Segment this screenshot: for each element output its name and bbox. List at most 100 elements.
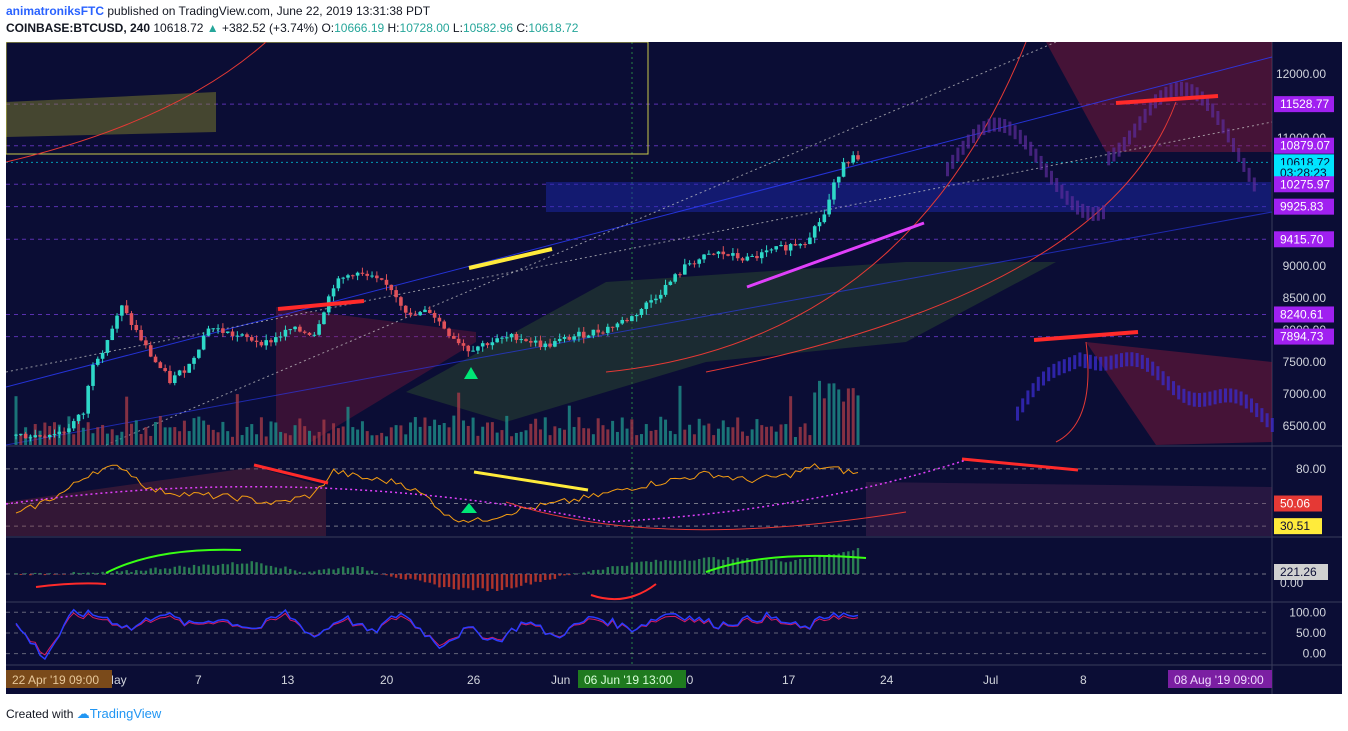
volume-bar [115, 435, 119, 445]
date-label-text: 08 Aug '19 09:00 [1174, 673, 1264, 687]
volume-bar [341, 426, 345, 445]
stoch-tick-label: 50.00 [1296, 626, 1326, 640]
candle-body [187, 363, 192, 373]
volume-bar [572, 426, 576, 445]
macd-hist-bar [529, 574, 533, 585]
candle-body [182, 370, 187, 373]
candle-body [52, 434, 57, 436]
candle-body [139, 329, 143, 341]
macd-hist-bar [188, 567, 191, 574]
macd-hist-bar [135, 570, 138, 574]
volume-bar [688, 424, 692, 445]
macd-hist-bar [746, 558, 749, 574]
candle-body [211, 328, 216, 330]
volume-bar [125, 396, 129, 445]
price-tick-label: 7000.00 [1283, 387, 1327, 401]
macd-hist-bar [592, 570, 595, 574]
time-tick-label: Jul [983, 673, 998, 687]
volume-bar [630, 419, 634, 445]
volume-bar [495, 432, 499, 445]
volume-bar [433, 419, 437, 445]
time-axis[interactable]: May 7 13 20 26 Jun 10 17 24 Jul 822 Apr '19 09:00 0… [6, 670, 1272, 688]
projected-candle [1138, 116, 1142, 131]
price-tick-label: 6500.00 [1283, 419, 1327, 433]
projected-candle [1260, 408, 1264, 423]
volume-bar [529, 423, 533, 445]
macd-hist-bar [669, 560, 672, 574]
projected-candle [1047, 367, 1051, 382]
price-tick-label: 9000.00 [1283, 259, 1327, 273]
candle-body [808, 237, 812, 245]
candle-body [269, 340, 273, 343]
macd-hist-bar [558, 574, 561, 576]
candle-body [827, 199, 831, 215]
macd-hist-bar [404, 574, 407, 580]
price-axis[interactable]: 12000.0011000.009000.008500.008000.00750… [1274, 67, 1334, 661]
macd-hist-bar [19, 574, 23, 575]
volume-bar [577, 417, 581, 445]
macd-hist-bar [298, 571, 302, 574]
macd-hist-bar [394, 574, 398, 578]
candle-body [490, 342, 495, 346]
candle-body [105, 340, 110, 353]
candle-body [158, 362, 163, 369]
macd-hist-bar [341, 566, 345, 574]
open-value: 10666.19 [334, 21, 385, 35]
volume-bar [370, 435, 374, 445]
price-chart[interactable]: 12000.0011000.009000.008500.008000.00750… [6, 42, 1342, 694]
volume-bar [129, 423, 133, 445]
macd-hist-bar [337, 568, 340, 574]
projected-candle [1016, 406, 1019, 421]
macd-hist-bar [486, 574, 489, 592]
candle-body [394, 290, 398, 298]
volume-bar [721, 420, 725, 445]
projected-candle [1073, 355, 1077, 370]
macd-hist-bar [322, 569, 326, 574]
candle-body [452, 335, 456, 339]
volume-bar [105, 433, 109, 445]
high-label: H: [387, 21, 400, 35]
author-name[interactable]: animatroniksFTC [6, 4, 105, 18]
volume-bar [596, 418, 600, 445]
projected-candle [1229, 388, 1233, 403]
projected-candle [1211, 103, 1215, 118]
volume-bar [375, 435, 379, 445]
volume-bar [139, 434, 143, 445]
candle-body [230, 331, 235, 336]
candle-body [707, 253, 711, 255]
volume-bar [567, 405, 571, 445]
projected-candle [1208, 391, 1212, 406]
last-price: 10618.72 [153, 21, 204, 35]
support-line [746, 221, 925, 289]
macd-hist-bar [462, 574, 465, 588]
candle-body [23, 433, 28, 439]
macd-hist-bar [168, 568, 172, 574]
candle-body [331, 288, 336, 297]
projected-candle [951, 154, 955, 169]
macd-hist-bar [539, 574, 542, 583]
candle-body [254, 340, 259, 342]
macd-hist-bar [34, 572, 37, 574]
macd-hist-bar [327, 568, 330, 574]
macd-hist-bar [582, 572, 585, 574]
volume-bar [615, 431, 619, 445]
macd-hist-bar [750, 561, 754, 574]
volume-bar [553, 426, 557, 445]
candle-body [495, 338, 499, 343]
time-tick-label: 17 [782, 673, 796, 687]
candle-body [548, 343, 552, 347]
volume-bar [697, 418, 701, 445]
candle-body [822, 214, 827, 223]
volume-bar [154, 422, 158, 445]
macd-hist-bar [779, 561, 783, 574]
trend-drawings[interactable] [277, 94, 1219, 379]
projected-candle [1143, 108, 1147, 123]
symbol-label: COINBASE:BTCUSD, 240 [6, 21, 151, 35]
rsi-zone [6, 467, 326, 536]
candle-body [750, 255, 754, 257]
volume-bar [192, 418, 196, 445]
rsi-label-text: 30.51 [1280, 519, 1310, 533]
tradingview-brand[interactable]: TradingView [89, 706, 162, 721]
candle-body [110, 328, 115, 341]
volume-bar [649, 430, 653, 445]
